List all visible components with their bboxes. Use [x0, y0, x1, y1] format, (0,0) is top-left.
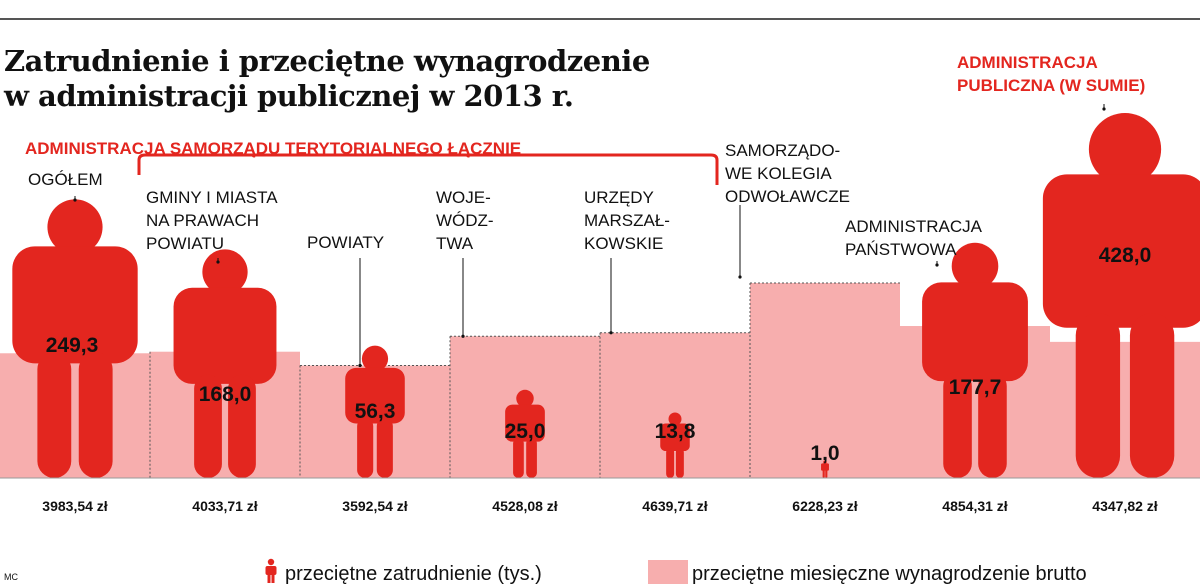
employment-figure — [1042, 113, 1200, 478]
salary-value-label: 4854,31 zł — [942, 498, 1007, 514]
credit: MC — [4, 572, 18, 582]
category-label: WÓDZ- — [436, 211, 494, 230]
leader-dot — [216, 260, 220, 264]
salary-bar — [0, 353, 150, 478]
employment-value-label: 25,0 — [505, 420, 546, 443]
salary-value-label: 4033,71 zł — [192, 498, 257, 514]
legend: przeciętne zatrudnienie (tys.) przeciętn… — [265, 558, 1087, 584]
employment-figure — [173, 249, 277, 478]
salary-value-label: 6228,23 zł — [792, 498, 857, 514]
employment-value-label: 249,3 — [46, 334, 99, 357]
salary-value-label: 3592,54 zł — [342, 498, 407, 514]
salary-value-label: 3983,54 zł — [42, 498, 107, 514]
top-rule — [0, 18, 1200, 20]
salary-value-labels: 3983,54 zł 4033,71 zł 3592,54 zł 4528,08 zł… — [42, 498, 1157, 514]
category-label: NA PRAWACH — [146, 211, 259, 230]
category-label: POWIATY — [307, 233, 384, 252]
employment-figure — [12, 199, 138, 478]
employment-value-label: 168,0 — [199, 383, 252, 406]
category-label: URZĘDY — [584, 188, 654, 207]
employment-figure — [345, 345, 405, 478]
leader-dot — [935, 263, 939, 267]
employment-figure — [505, 389, 545, 478]
category-label: MARSZAŁ- — [584, 211, 670, 230]
legend-employment-label: przeciętne zatrudnienie (tys.) — [285, 563, 542, 584]
chart-title-line-1: Zatrudnienie i przeciętne wynagrodzenie — [4, 44, 650, 78]
employment-figures — [12, 113, 1200, 478]
employment-figure — [660, 412, 690, 478]
category-label: POWIATU — [146, 234, 224, 253]
leader-dot — [358, 363, 362, 368]
category-label: TWA — [436, 234, 474, 253]
salary-bar — [600, 332, 750, 478]
employment-figure — [922, 242, 1028, 478]
leader-dot — [73, 198, 77, 202]
category-labels: OGÓŁEM GMINY I MIASTA NA PRAWACH POWIATU POW… — [28, 53, 1145, 259]
employment-value-label: 428,0 — [1099, 244, 1152, 267]
category-label: ODWOŁAWCZE — [725, 187, 850, 206]
employment-value-label: 13,8 — [655, 420, 696, 443]
category-label: OGÓŁEM — [28, 170, 103, 189]
employment-figure — [821, 460, 829, 478]
category-label: PAŃSTWOWA — [845, 240, 957, 259]
salary-value-label: 4639,71 zł — [642, 498, 707, 514]
leader-dot — [461, 334, 465, 338]
column-separators — [149, 282, 900, 478]
group-label: ADMINISTRACJA SAMORZĄDU TERYTORIALNEGO Ł… — [25, 139, 521, 158]
label-leader-lines — [73, 104, 1106, 368]
legend-salary-label: przeciętne miesięczne wynagrodzenie brut… — [692, 563, 1087, 584]
category-label: ADMINISTRACJA — [845, 217, 983, 236]
legend-salary-swatch — [648, 560, 688, 584]
category-label: GMINY I MIASTA — [146, 188, 278, 207]
category-label: WOJE- — [436, 188, 491, 207]
salary-value-label: 4528,08 zł — [492, 498, 557, 514]
leader-dot — [609, 331, 613, 335]
category-label: ADMINISTRACJA — [957, 53, 1098, 72]
group-bracket — [137, 153, 719, 185]
salary-bar — [1050, 341, 1200, 478]
legend-figure-icon — [265, 558, 277, 583]
category-label: KOWSKIE — [584, 234, 663, 253]
category-label: PUBLICZNA (W SUMIE) — [957, 76, 1145, 95]
employment-value-labels: 249,3 168,0 56,3 25,0 13,8 1,0 177,7 428,0 — [46, 244, 1152, 465]
chart-title-line-2: w administracji publicznej w 2013 r. — [4, 79, 574, 113]
employment-value-label: 56,3 — [355, 400, 396, 423]
leader-dot — [1102, 107, 1106, 111]
employment-value-label: 1,0 — [810, 442, 839, 465]
category-label: SAMORZĄDO- — [725, 141, 840, 160]
salary-value-label: 4347,82 zł — [1092, 498, 1157, 514]
salary-bar — [750, 283, 900, 478]
employment-value-label: 177,7 — [949, 376, 1002, 399]
leader-dot — [738, 275, 742, 279]
category-label: WE KOLEGIA — [725, 164, 832, 183]
